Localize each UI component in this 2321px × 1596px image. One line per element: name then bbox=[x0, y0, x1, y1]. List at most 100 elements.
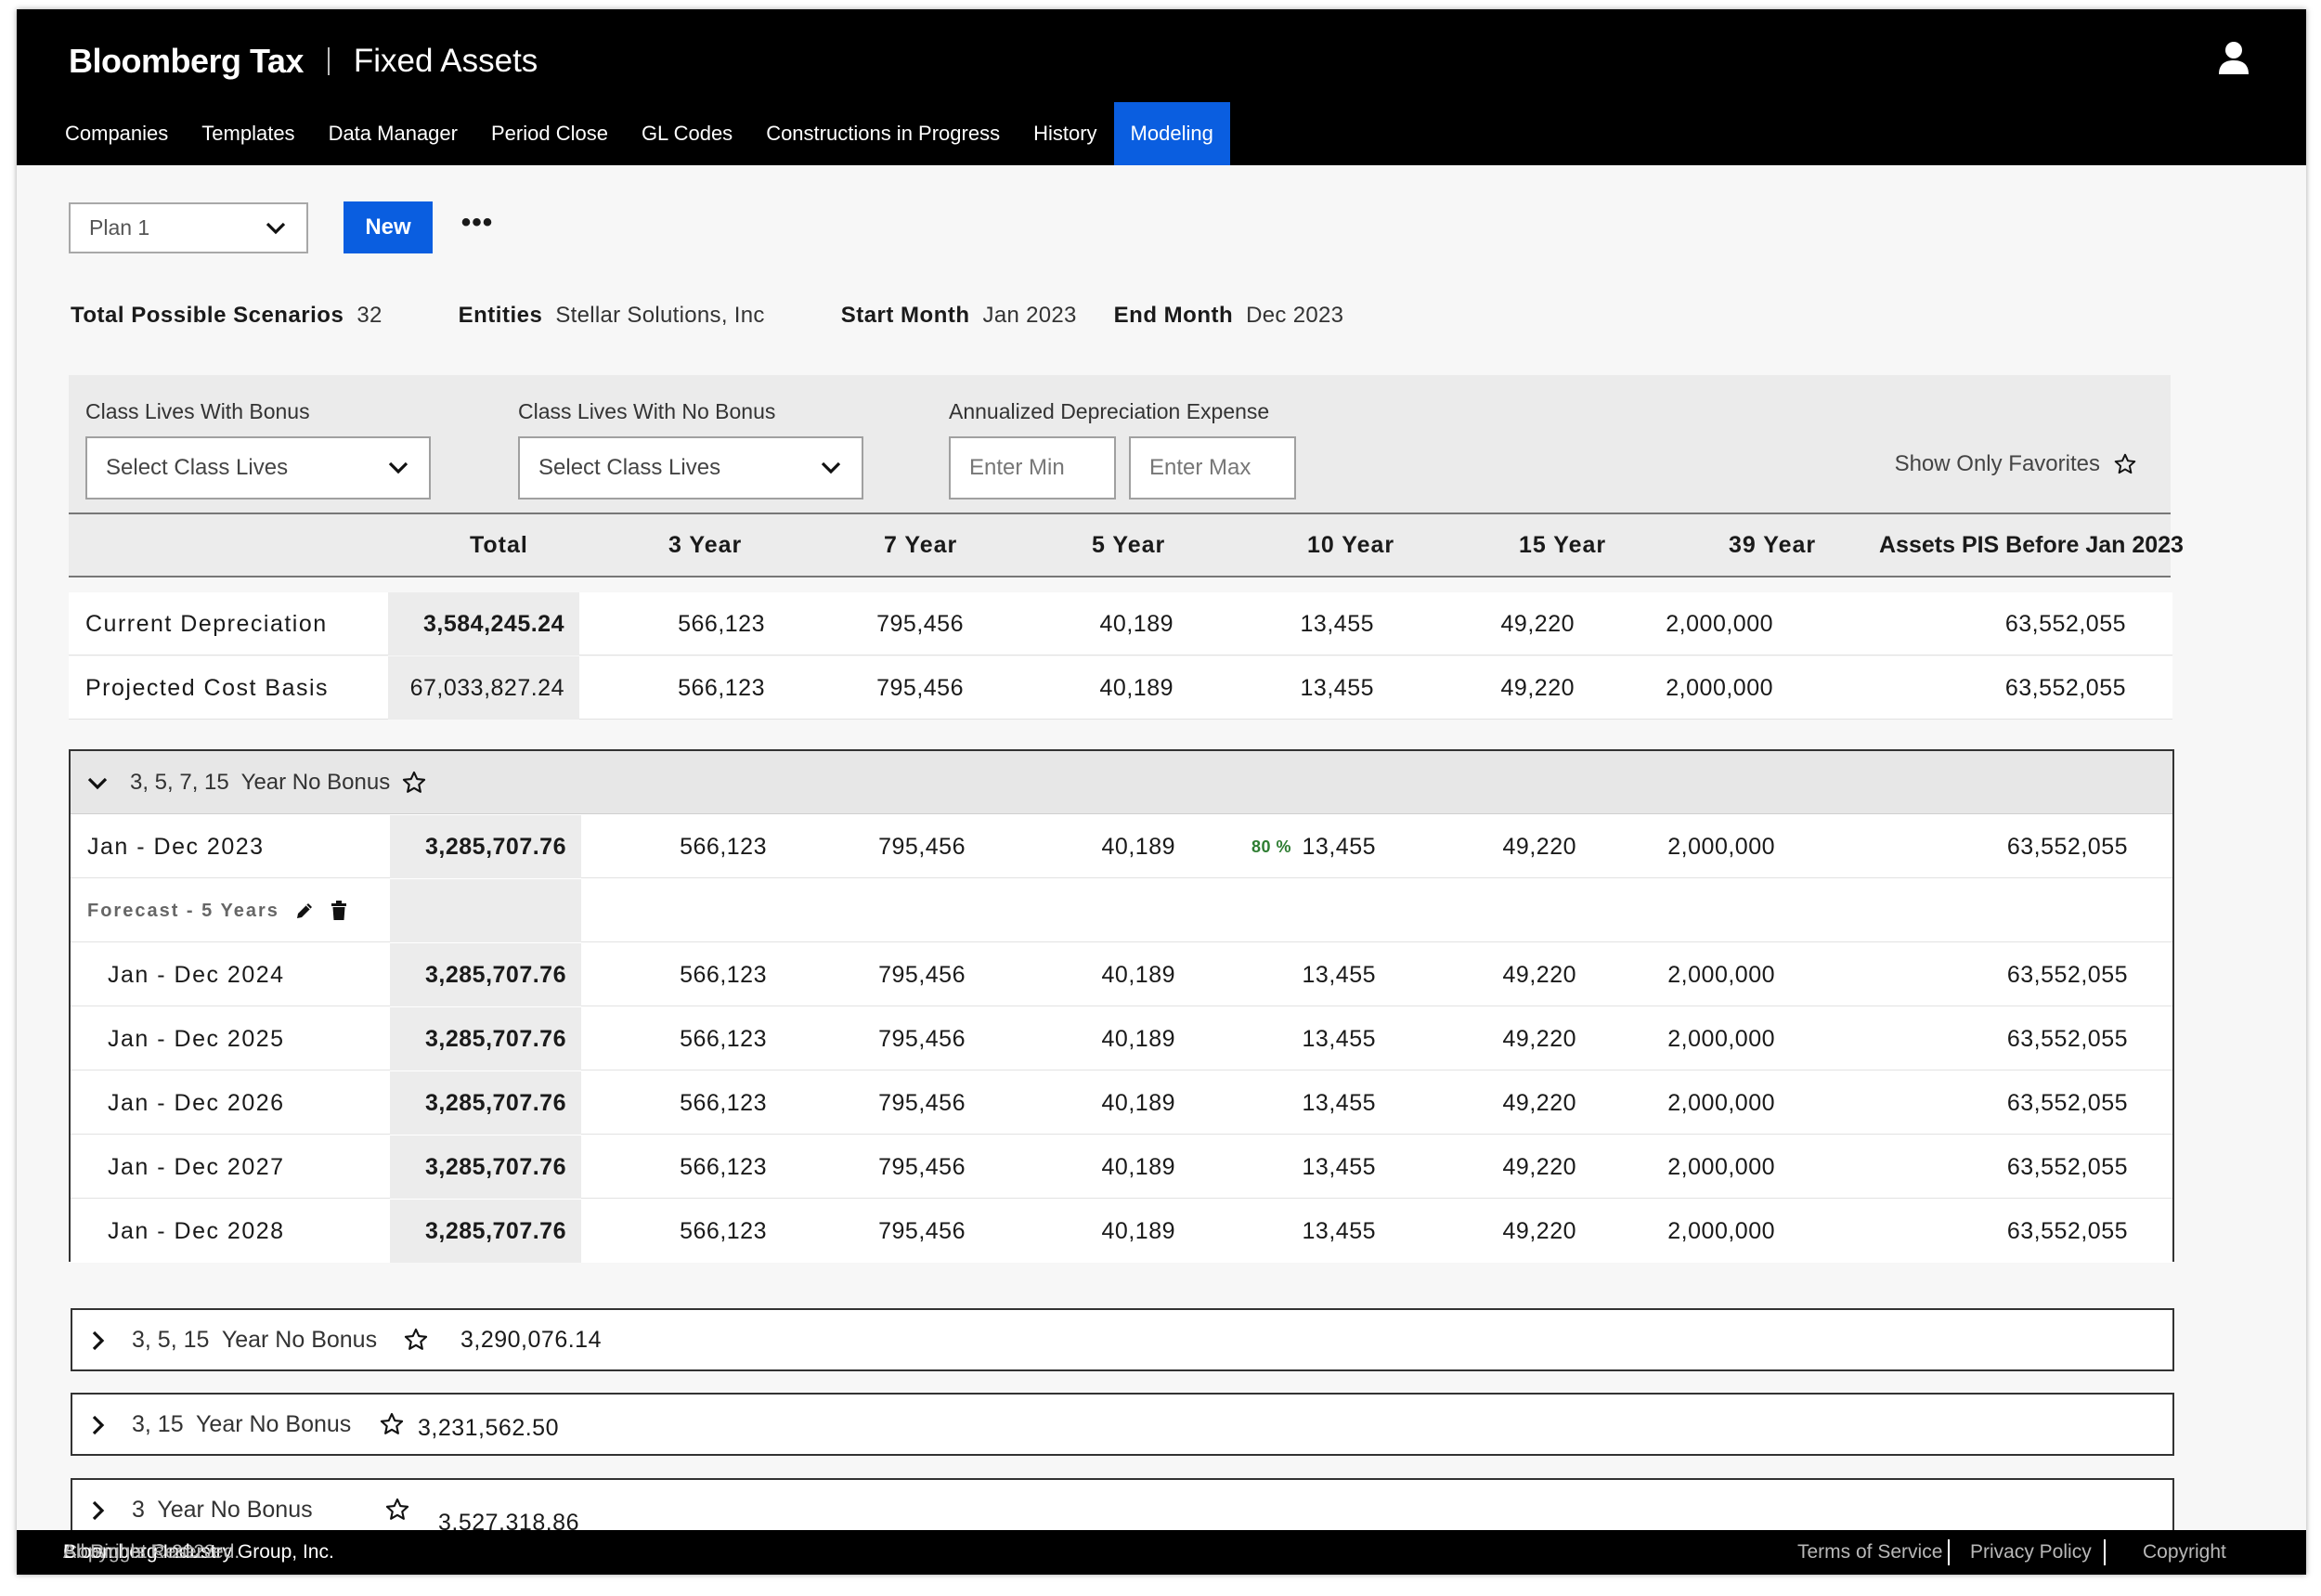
nav-companies[interactable]: Companies bbox=[65, 122, 169, 145]
cell-3-year: 566,123 bbox=[680, 962, 767, 988]
trash-icon[interactable] bbox=[330, 901, 348, 921]
chevron-right-icon[interactable] bbox=[85, 1329, 110, 1353]
scenario-collapsed[interactable]: 3, 15 Year No Bonus 3,231,562.50 bbox=[71, 1393, 2174, 1456]
col-3-year[interactable]: 3 Year bbox=[668, 532, 743, 558]
cell-7-year: 795,456 bbox=[876, 675, 964, 701]
nav-constructions-in-progress[interactable]: Constructions in Progress bbox=[766, 122, 1001, 145]
chevron-right-icon[interactable] bbox=[85, 1413, 110, 1437]
cell-10-year: 13,455 bbox=[1300, 611, 1374, 637]
cell-39-year: 2,000,000 bbox=[1667, 834, 1775, 860]
total-cell: 3,285,707.76 bbox=[390, 1007, 581, 1070]
star-outline-icon[interactable] bbox=[379, 1411, 405, 1437]
bonus-class-lives-select[interactable]: Select Class Lives bbox=[85, 436, 431, 500]
star-outline-icon[interactable] bbox=[403, 1327, 429, 1353]
expense-max-input[interactable]: Enter Max bbox=[1129, 436, 1296, 500]
cell-10-year: 13,455 bbox=[1302, 834, 1376, 860]
cell-15-year: 49,220 bbox=[1502, 834, 1576, 860]
scenario-total: 3,231,562.50 bbox=[418, 1415, 559, 1441]
nav-gl-codes[interactable]: GL Codes bbox=[641, 122, 733, 145]
total-cell: 67,033,827.24 bbox=[388, 656, 579, 720]
col-10-year[interactable]: 10 Year bbox=[1307, 532, 1395, 558]
footer-divider bbox=[2104, 1539, 2106, 1565]
cell-39-year: 2,000,000 bbox=[1667, 1218, 1775, 1244]
scenario-total: 3,290,076.14 bbox=[460, 1327, 602, 1353]
table-row: Jan - Dec 2024 3,285,707.76 566,123 795,… bbox=[71, 943, 2172, 1006]
cell-15-year: 49,220 bbox=[1502, 1026, 1576, 1052]
cell-7-year: 795,456 bbox=[878, 1218, 966, 1244]
col-39-year[interactable]: 39 Year bbox=[1729, 532, 1817, 558]
product-name: Fixed Assets bbox=[353, 43, 538, 79]
row-label: Jan - Dec 2028 bbox=[108, 1218, 285, 1244]
scenario-collapsed[interactable]: 3, 5, 15 Year No Bonus 3,290,076.14 bbox=[71, 1308, 2174, 1371]
expense-min-input[interactable]: Enter Min bbox=[949, 436, 1116, 500]
cell-3-year: 566,123 bbox=[678, 675, 765, 701]
cell-39-year: 2,000,000 bbox=[1667, 1154, 1775, 1180]
nobonus-select-placeholder: Select Class Lives bbox=[538, 455, 721, 480]
cell-assets-pis: 63,552,055 bbox=[2006, 1218, 2128, 1244]
start-month-value: Jan 2023 bbox=[982, 303, 1077, 328]
cell-5-year: 40,189 bbox=[1099, 675, 1173, 701]
show-favorites-toggle[interactable]: Show Only Favorites bbox=[1895, 451, 2137, 477]
total-cell: 3,584,245.24 bbox=[388, 592, 579, 655]
cell-15-year: 49,220 bbox=[1502, 1090, 1576, 1116]
brand-divider bbox=[327, 47, 330, 75]
col-total[interactable]: Total bbox=[470, 532, 528, 558]
cell-39-year: 2,000,000 bbox=[1666, 611, 1773, 637]
nav-templates[interactable]: Templates bbox=[201, 122, 295, 145]
col-5-year[interactable]: 5 Year bbox=[1092, 532, 1166, 558]
cell-15-year: 49,220 bbox=[1502, 1218, 1576, 1244]
row-label: Jan - Dec 2025 bbox=[108, 1026, 285, 1052]
more-icon[interactable]: ••• bbox=[460, 207, 494, 238]
table-row: Jan - Dec 2026 3,285,707.76 566,123 795,… bbox=[71, 1071, 2172, 1135]
plan-summary: Total Possible Scenarios 32 Entities Ste… bbox=[71, 297, 1420, 334]
user-icon[interactable] bbox=[2215, 39, 2252, 76]
cell-15-year: 49,220 bbox=[1502, 962, 1576, 988]
cell-10-year: 13,455 bbox=[1302, 1090, 1376, 1116]
cell-5-year: 40,189 bbox=[1101, 962, 1175, 988]
scenario-title: 3, 5, 15 Year No Bonus bbox=[132, 1327, 378, 1353]
rights-text: All Rights Reserved. bbox=[63, 1541, 240, 1563]
cell-7-year: 795,456 bbox=[878, 1090, 966, 1116]
col-15-year[interactable]: 15 Year bbox=[1519, 532, 1607, 558]
brand-logo[interactable]: Bloomberg Tax bbox=[69, 42, 304, 80]
nav-history[interactable]: History bbox=[1033, 122, 1097, 145]
col-7-year[interactable]: 7 Year bbox=[884, 532, 958, 558]
cell-assets-pis: 63,552,055 bbox=[2004, 611, 2126, 637]
copyright-link[interactable]: Copyright bbox=[2143, 1541, 2226, 1563]
star-outline-icon[interactable] bbox=[401, 770, 427, 796]
cell-10-year: 13,455 bbox=[1302, 1154, 1376, 1180]
terms-link[interactable]: Terms of Service bbox=[1797, 1541, 1943, 1563]
nav-period-close[interactable]: Period Close bbox=[490, 122, 608, 145]
cell-7-year: 795,456 bbox=[878, 1026, 966, 1052]
privacy-link[interactable]: Privacy Policy bbox=[1970, 1541, 2092, 1563]
pencil-icon[interactable] bbox=[294, 901, 315, 921]
cell-assets-pis: 63,552,055 bbox=[2004, 675, 2126, 701]
app-window: Bloomberg Tax Fixed Assets Companies Tem… bbox=[17, 9, 2306, 1575]
total-cell: 3,285,707.76 bbox=[390, 1200, 581, 1263]
table-row: Jan - Dec 2023 3,285,707.76 566,123 795,… bbox=[71, 815, 2172, 878]
nav-data-manager[interactable]: Data Manager bbox=[328, 122, 458, 145]
brand: Bloomberg Tax Fixed Assets bbox=[69, 33, 538, 89]
scenarios-label: Total Possible Scenarios bbox=[71, 303, 344, 328]
entities-value: Stellar Solutions, Inc bbox=[555, 303, 765, 328]
nav-modeling[interactable]: Modeling bbox=[1113, 102, 1230, 165]
col-assets-pis-before[interactable]: Assets PIS Before Jan 2023 bbox=[1879, 532, 2184, 558]
cell-10-year: 13,455 bbox=[1302, 962, 1376, 988]
cell-3-year: 566,123 bbox=[680, 834, 767, 860]
expense-filter-label: Annualized Depreciation Expense bbox=[949, 399, 1270, 423]
cell-15-year: 49,220 bbox=[1502, 1154, 1576, 1180]
chevron-right-icon[interactable] bbox=[85, 1499, 110, 1523]
scenario-header[interactable]: 3, 5, 7, 15 Year No Bonus bbox=[71, 751, 2172, 814]
chevron-down-icon[interactable] bbox=[85, 772, 110, 796]
table-row: Jan - Dec 2028 3,285,707.76 566,123 795,… bbox=[71, 1200, 2172, 1263]
plan-select[interactable]: Plan 1 bbox=[69, 202, 308, 253]
chevron-down-icon bbox=[388, 461, 408, 474]
nobonus-class-lives-select[interactable]: Select Class Lives bbox=[518, 436, 863, 500]
new-plan-button[interactable]: New bbox=[344, 201, 433, 253]
show-favorites-label: Show Only Favorites bbox=[1894, 451, 2100, 476]
total-cell: 3,285,707.76 bbox=[390, 943, 581, 1006]
cell-5-year: 40,189 bbox=[1101, 1026, 1175, 1052]
cell-5-year: 40,189 bbox=[1101, 834, 1175, 860]
star-outline-icon[interactable] bbox=[384, 1497, 410, 1523]
forecast-row: Forecast - 5 Years bbox=[71, 879, 2172, 942]
